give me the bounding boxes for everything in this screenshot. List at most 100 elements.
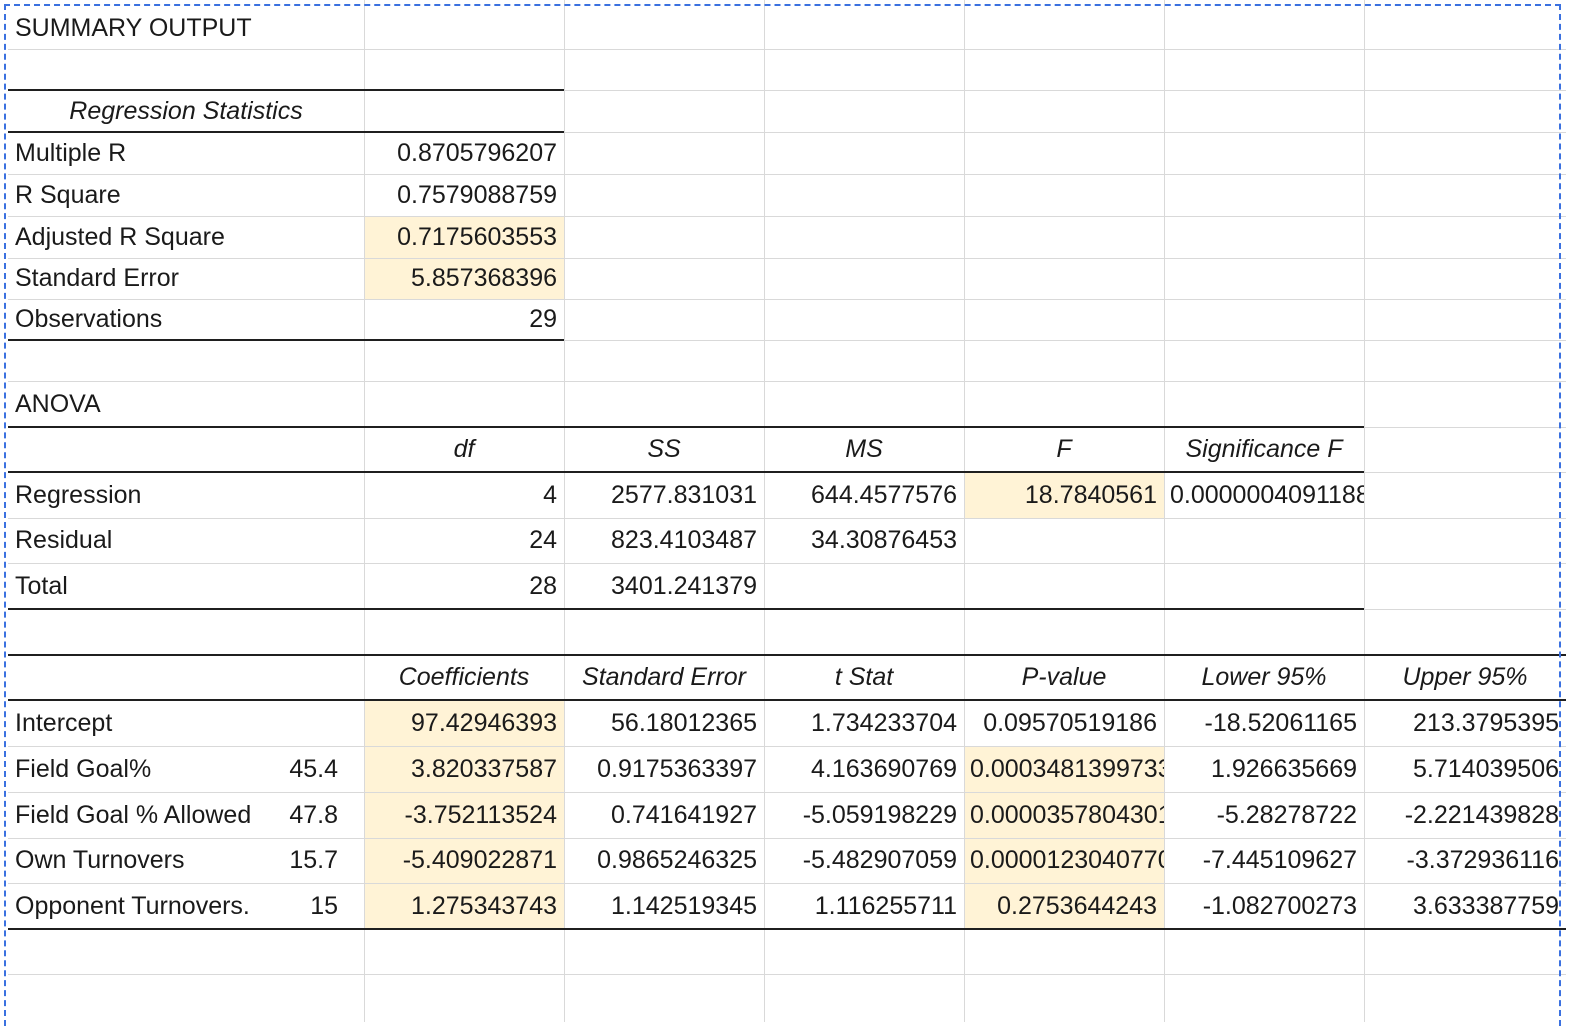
highlight-fill — [964, 838, 1164, 883]
summary-title[interactable]: SUMMARY OUTPUT — [15, 14, 252, 42]
anova-df[interactable]: 28 — [529, 571, 557, 600]
coef-value[interactable]: 1.275343743 — [411, 891, 557, 920]
anova-ms[interactable]: 34.30876453 — [811, 526, 957, 554]
coef-upper-95[interactable]: 3.633387759 — [1413, 891, 1559, 920]
coef-upper-95[interactable]: -2.221439828 — [1404, 800, 1559, 829]
anova-df[interactable]: 4 — [543, 480, 557, 509]
regstats-value[interactable]: 29 — [529, 305, 557, 333]
highlight-fill — [964, 746, 1164, 792]
regstats-value[interactable]: 5.857368396 — [411, 264, 557, 292]
anova-ss[interactable]: 823.4103487 — [611, 526, 757, 554]
anova-column-header[interactable]: F — [1056, 435, 1072, 463]
coef-t-stat[interactable]: -5.059198229 — [802, 800, 957, 829]
coef-p-value[interactable]: 0.00003578043016 — [970, 800, 1164, 829]
predictor-input-value[interactable]: 47.8 — [289, 800, 338, 829]
regstats-header[interactable]: Regression Statistics — [69, 96, 303, 125]
anova-df[interactable]: 24 — [529, 526, 557, 554]
regstats-label[interactable]: Adjusted R Square — [15, 222, 225, 251]
coef-value[interactable]: -5.409022871 — [402, 846, 557, 874]
regstats-value[interactable]: 0.8705796207 — [397, 138, 557, 167]
coef-upper-95[interactable]: 5.714039506 — [1413, 754, 1559, 783]
coef-row-label[interactable]: Field Goal% — [15, 754, 152, 783]
anova-column-header[interactable]: MS — [845, 435, 883, 463]
anova-row-label[interactable]: Residual — [15, 526, 113, 554]
coef-standard-error[interactable]: 0.9175363397 — [597, 754, 757, 783]
coef-column-header[interactable]: P-value — [1021, 663, 1107, 691]
regstats-value[interactable]: 0.7175603553 — [397, 222, 557, 251]
predictor-input-value[interactable]: 45.4 — [289, 754, 338, 783]
coef-t-stat[interactable]: -5.482907059 — [802, 846, 957, 874]
predictor-input-value[interactable]: 15 — [310, 891, 338, 920]
regstats-label[interactable]: Multiple R — [15, 138, 127, 167]
regstats-label[interactable]: R Square — [15, 180, 121, 209]
anova-column-header[interactable]: df — [453, 435, 475, 463]
coef-row-label[interactable]: Intercept — [15, 708, 113, 737]
coef-p-value[interactable]: 0.0003481399733 — [970, 754, 1164, 783]
coef-lower-95[interactable]: -7.445109627 — [1202, 846, 1357, 874]
coef-upper-95[interactable]: -3.372936116 — [1406, 846, 1559, 874]
row-gridline — [8, 974, 1566, 975]
row-gridline — [8, 563, 1566, 564]
coef-lower-95[interactable]: -18.52061165 — [1204, 708, 1357, 737]
coef-upper-95[interactable]: 213.3795395 — [1413, 708, 1559, 737]
coef-row-label[interactable]: Opponent Turnovers. — [15, 891, 250, 920]
highlight-fill — [964, 792, 1164, 838]
coef-t-stat[interactable]: 1.734233704 — [811, 708, 957, 737]
anova-column-header[interactable]: SS — [647, 435, 681, 463]
anova-row-label[interactable]: Regression — [15, 480, 142, 509]
coef-standard-error[interactable]: 1.142519345 — [611, 891, 757, 920]
coef-standard-error[interactable]: 0.9865246325 — [597, 846, 757, 874]
column-gridline — [1164, 0, 1165, 1022]
coef-value[interactable]: -3.752113524 — [404, 800, 557, 829]
anova-column-header[interactable]: Significance F — [1185, 435, 1343, 463]
anova-f[interactable]: 18.7840561 — [1024, 480, 1157, 509]
anova-ms[interactable] — [764, 563, 964, 609]
anova-f[interactable] — [964, 563, 1164, 609]
highlight-fill — [964, 472, 1164, 518]
coef-p-value[interactable]: 0.00001230407701 — [970, 846, 1164, 874]
anova-significance-f[interactable] — [1164, 563, 1364, 609]
regstats-top-rule — [8, 89, 564, 91]
anova-ss[interactable]: 3401.241379 — [611, 571, 757, 600]
coef-lower-95[interactable]: 1.926635669 — [1211, 754, 1357, 783]
row-gridline — [8, 746, 1566, 747]
highlight-fill — [364, 746, 564, 792]
anova-row-label[interactable]: Total — [15, 571, 68, 600]
coef-t-stat[interactable]: 4.163690769 — [811, 754, 957, 783]
highlight-fill — [364, 700, 564, 746]
regstats-label[interactable]: Standard Error — [15, 264, 179, 292]
anova-significance-f[interactable]: 0.0000004091188 — [1170, 480, 1364, 509]
anova-f[interactable] — [964, 518, 1164, 563]
column-gridline — [764, 0, 765, 1022]
coef-lower-95[interactable]: -1.082700273 — [1202, 891, 1357, 920]
coef-value[interactable]: 97.42946393 — [411, 708, 557, 737]
coef-column-header[interactable]: Standard Error — [582, 663, 746, 691]
coef-t-stat[interactable]: 1.116255711 — [814, 891, 957, 920]
coef-column-header[interactable]: t Stat — [834, 663, 894, 691]
anova-significance-f[interactable] — [1164, 518, 1364, 563]
coef-standard-error[interactable]: 0.741641927 — [611, 800, 757, 829]
row-gridline — [8, 49, 1566, 50]
regstats-label[interactable]: Observations — [15, 305, 163, 333]
coef-column-header[interactable]: Lower 95% — [1201, 663, 1327, 691]
anova-ms[interactable]: 644.4577576 — [811, 480, 957, 509]
coef-bottom-rule — [8, 928, 1566, 930]
coef-column-header[interactable]: Upper 95% — [1402, 663, 1528, 691]
coef-value[interactable]: 3.820337587 — [411, 754, 557, 783]
anova-ss[interactable]: 2577.831031 — [611, 480, 757, 509]
coef-row-label[interactable]: Field Goal % Allowed — [15, 800, 252, 829]
coef-lower-95[interactable]: -5.28278722 — [1216, 800, 1357, 829]
coef-standard-error[interactable]: 56.18012365 — [611, 708, 757, 737]
coef-column-header[interactable]: Coefficients — [398, 663, 530, 691]
coef-row-label[interactable]: Own Turnovers — [15, 846, 185, 874]
anova-title[interactable]: ANOVA — [15, 389, 101, 418]
regstats-value[interactable]: 0.7579088759 — [397, 180, 557, 209]
coef-p-value[interactable]: 0.2753644243 — [997, 891, 1157, 920]
row-gridline — [8, 90, 1566, 91]
coef-p-value[interactable]: 0.09570519186 — [983, 708, 1157, 737]
coef-top-rule — [8, 654, 1566, 656]
highlight-fill — [364, 838, 564, 883]
row-gridline — [8, 132, 1566, 133]
predictor-input-value[interactable]: 15.7 — [289, 846, 338, 874]
